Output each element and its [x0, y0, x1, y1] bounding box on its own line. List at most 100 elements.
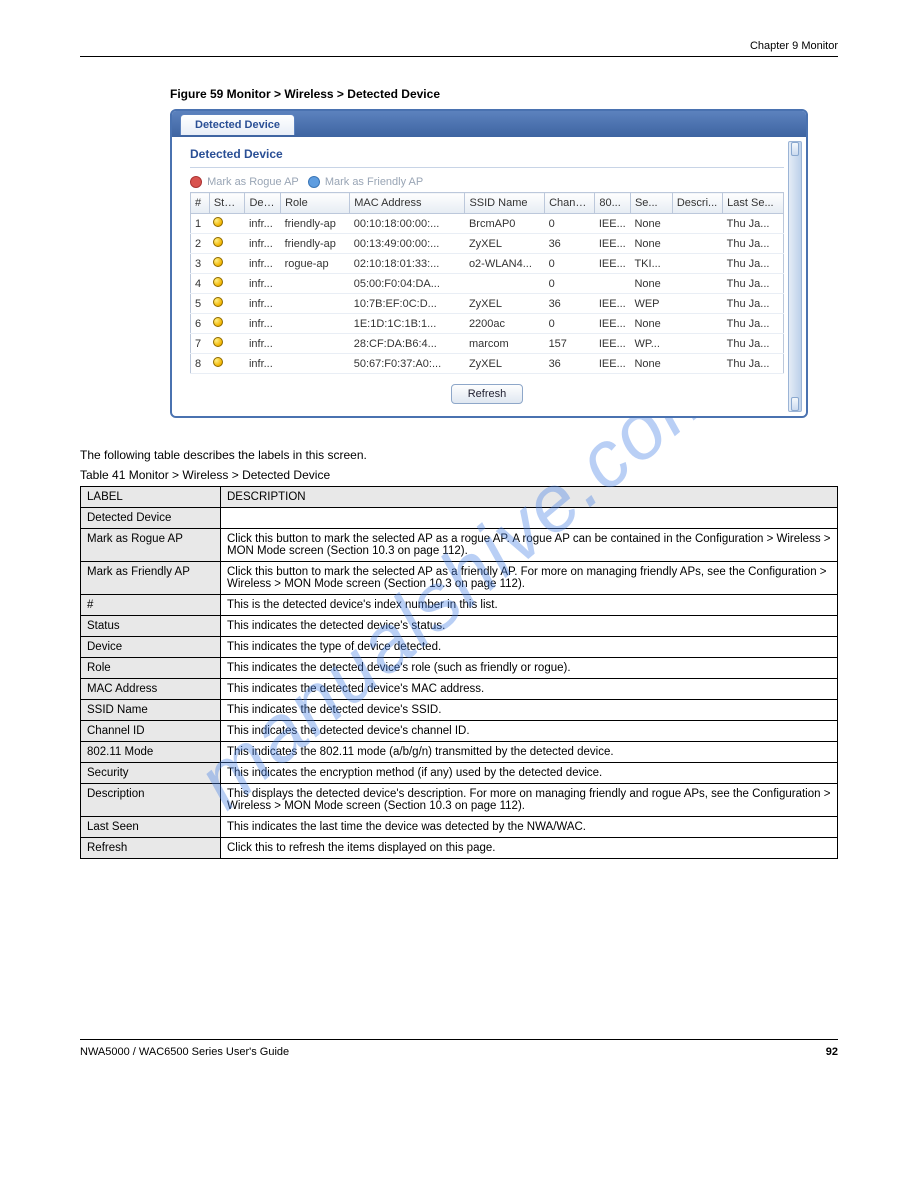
- section-underline: [190, 167, 784, 168]
- cell-channel: 0: [545, 254, 595, 274]
- cell-80211: [595, 274, 631, 294]
- cell-status: [209, 334, 245, 354]
- col-description[interactable]: Descri...: [672, 193, 722, 214]
- desc-row: StatusThis indicates the detected device…: [81, 616, 838, 637]
- cell-security: WEP: [630, 294, 672, 314]
- cell-num: 1: [191, 214, 210, 234]
- cell-role: rogue-ap: [281, 254, 350, 274]
- col-num[interactable]: #: [191, 193, 210, 214]
- tab-bar: Detected Device: [172, 111, 806, 137]
- footer: NWA5000 / WAC6500 Series User's Guide 92: [80, 1039, 838, 1058]
- desc-label: Mark as Friendly AP: [81, 562, 221, 595]
- tab-detected-device[interactable]: Detected Device: [180, 114, 295, 135]
- refresh-button[interactable]: Refresh: [451, 384, 524, 404]
- cell-role: [281, 314, 350, 334]
- cell-lastseen: Thu Ja...: [723, 314, 784, 334]
- cell-ssid: ZyXEL: [465, 234, 545, 254]
- cell-security: WP...: [630, 334, 672, 354]
- table-row[interactable]: 1infr...friendly-ap00:10:18:00:00:...Brc…: [191, 214, 784, 234]
- desc-text: [221, 508, 838, 529]
- cell-lastseen: Thu Ja...: [723, 214, 784, 234]
- col-mac[interactable]: MAC Address: [350, 193, 465, 214]
- scrollbar[interactable]: [788, 141, 802, 412]
- desc-row: #This is the detected device's index num…: [81, 595, 838, 616]
- desc-text: This displays the detected device's desc…: [221, 784, 838, 817]
- col-lastseen[interactable]: Last Se...: [723, 193, 784, 214]
- table-row[interactable]: 8infr...50:67:F0:37:A0:...ZyXEL36IEE...N…: [191, 354, 784, 374]
- screenshot-panel: Detected Device Detected Device Mark as …: [170, 109, 808, 418]
- col-status[interactable]: Stat...: [209, 193, 245, 214]
- col-role[interactable]: Role: [281, 193, 350, 214]
- col-channel[interactable]: Chann...: [545, 193, 595, 214]
- table-row[interactable]: 3infr...rogue-ap02:10:18:01:33:...o2-WLA…: [191, 254, 784, 274]
- cell-channel: 36: [545, 354, 595, 374]
- cell-lastseen: Thu Ja...: [723, 354, 784, 374]
- cell-num: 8: [191, 354, 210, 374]
- cell-lastseen: Thu Ja...: [723, 274, 784, 294]
- table-row[interactable]: 7infr...28:CF:DA:B6:4...marcom157IEE...W…: [191, 334, 784, 354]
- desc-text: This indicates the detected device's cha…: [221, 721, 838, 742]
- cell-device: infr...: [245, 294, 281, 314]
- cell-device: infr...: [245, 214, 281, 234]
- desc-label: Detected Device: [81, 508, 221, 529]
- cell-status: [209, 254, 245, 274]
- table-row[interactable]: 6infr...1E:1D:1C:1B:1...2200ac0IEE...Non…: [191, 314, 784, 334]
- cell-num: 3: [191, 254, 210, 274]
- cell-description: [672, 234, 722, 254]
- table-row[interactable]: 5infr...10:7B:EF:0C:D...ZyXEL36IEE...WEP…: [191, 294, 784, 314]
- cell-device: infr...: [245, 274, 281, 294]
- mark-rogue-button[interactable]: Mark as Rogue AP: [207, 176, 299, 188]
- desc-row: MAC AddressThis indicates the detected d…: [81, 679, 838, 700]
- desc-text: Click this to refresh the items displaye…: [221, 838, 838, 859]
- desc-row: Last SeenThis indicates the last time th…: [81, 817, 838, 838]
- cell-device: infr...: [245, 254, 281, 274]
- cell-role: friendly-ap: [281, 214, 350, 234]
- desc-text: This indicates the detected device's SSI…: [221, 700, 838, 721]
- desc-label: Refresh: [81, 838, 221, 859]
- cell-num: 7: [191, 334, 210, 354]
- desc-label: Mark as Rogue AP: [81, 529, 221, 562]
- section-title: Detected Device: [190, 147, 784, 161]
- mark-friendly-button[interactable]: Mark as Friendly AP: [325, 176, 423, 188]
- desc-row: DescriptionThis displays the detected de…: [81, 784, 838, 817]
- cell-device: infr...: [245, 314, 281, 334]
- col-device[interactable]: Dev...: [245, 193, 281, 214]
- bulb-icon: [213, 357, 223, 367]
- cell-status: [209, 314, 245, 334]
- desc-row: Channel IDThis indicates the detected de…: [81, 721, 838, 742]
- desc-label: Role: [81, 658, 221, 679]
- page-number: 92: [826, 1046, 838, 1058]
- bulb-icon: [213, 337, 223, 347]
- bulb-icon: [213, 237, 223, 247]
- cell-channel: 36: [545, 234, 595, 254]
- desc-label: SSID Name: [81, 700, 221, 721]
- cell-channel: 0: [545, 274, 595, 294]
- cell-80211: IEE...: [595, 234, 631, 254]
- bulb-icon: [213, 257, 223, 267]
- cell-ssid: marcom: [465, 334, 545, 354]
- cell-mac: 00:13:49:00:00:...: [350, 234, 465, 254]
- cell-num: 6: [191, 314, 210, 334]
- col-security[interactable]: Se...: [630, 193, 672, 214]
- desc-row: Mark as Rogue APClick this button to mar…: [81, 529, 838, 562]
- cell-mac: 28:CF:DA:B6:4...: [350, 334, 465, 354]
- table-header-row: # Stat... Dev... Role MAC Address SSID N…: [191, 193, 784, 214]
- cell-ssid: o2-WLAN4...: [465, 254, 545, 274]
- cell-mac: 10:7B:EF:0C:D...: [350, 294, 465, 314]
- cell-ssid: 2200ac: [465, 314, 545, 334]
- desc-text: This indicates the detected device's sta…: [221, 616, 838, 637]
- desc-row: RefreshClick this to refresh the items d…: [81, 838, 838, 859]
- cell-role: [281, 354, 350, 374]
- col-80211[interactable]: 80...: [595, 193, 631, 214]
- cell-lastseen: Thu Ja...: [723, 234, 784, 254]
- desc-row: RoleThis indicates the detected device's…: [81, 658, 838, 679]
- col-ssid[interactable]: SSID Name: [465, 193, 545, 214]
- cell-lastseen: Thu Ja...: [723, 294, 784, 314]
- table-row[interactable]: 4infr...05:00:F0:04:DA...0NoneThu Ja...: [191, 274, 784, 294]
- cell-security: None: [630, 354, 672, 374]
- table-row[interactable]: 2infr...friendly-ap00:13:49:00:00:...ZyX…: [191, 234, 784, 254]
- cell-80211: IEE...: [595, 314, 631, 334]
- desc-label: Status: [81, 616, 221, 637]
- desc-text: This indicates the encryption method (if…: [221, 763, 838, 784]
- cell-device: infr...: [245, 234, 281, 254]
